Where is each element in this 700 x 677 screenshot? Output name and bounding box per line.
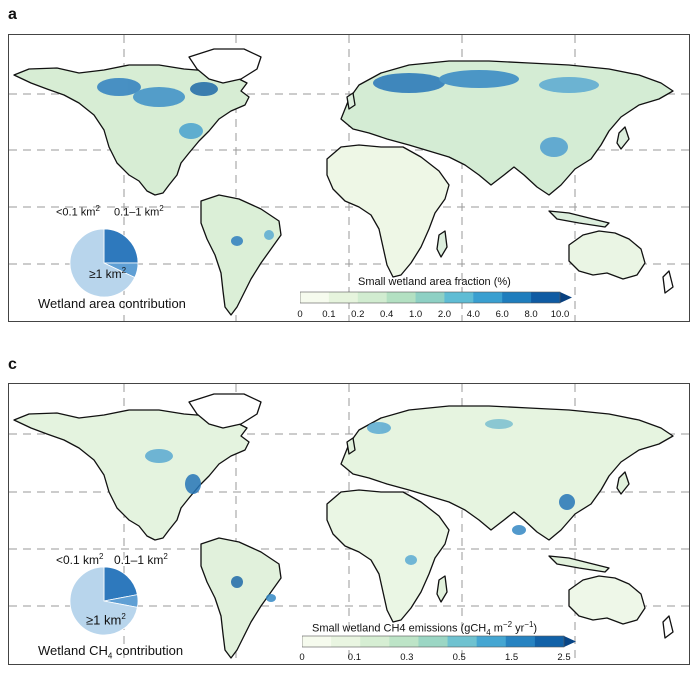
panel-c-pie-caption: Wetland CH4 contribution (38, 643, 184, 661)
colorbar-cell-1 (328, 292, 359, 303)
australia (568, 575, 646, 625)
panel-a-pie-caption: Wetland area contribution (38, 296, 186, 311)
colorbar-tick-label: 0.1 (347, 652, 361, 663)
colorbar-cell-6 (476, 636, 507, 647)
colorbar-cell-4 (415, 292, 445, 303)
colorbar-cell-5 (447, 636, 478, 647)
colorbar-tick-label: 0.5 (452, 652, 466, 663)
japan (616, 471, 630, 495)
colorbar-tick-label: 0 (297, 309, 303, 320)
uk (346, 92, 356, 110)
australia (568, 230, 646, 280)
panel-c-colorbar-ticks: 0 0.1 0.3 0.5 1.5 2.5 (299, 652, 570, 664)
colorbar-cell-7 (505, 636, 536, 647)
continents (13, 48, 674, 316)
south-america (200, 537, 282, 659)
indonesia (548, 210, 610, 228)
north-america (13, 409, 250, 541)
pie-slice-0 (103, 566, 138, 602)
greenland (188, 393, 262, 429)
greenland (188, 48, 262, 84)
panel-a-colorbar (300, 291, 572, 304)
panel-a-colorbar-ticks: 0 0.1 0.2 0.4 1.0 2.0 4.0 6.0 8.0 10.0 (297, 309, 569, 321)
panel-a-colorbar-title: Small wetland area fraction (%) (358, 276, 511, 288)
wetland-hotspots (97, 70, 599, 246)
indonesia (548, 555, 610, 573)
colorbar-tick-label: 6.0 (495, 309, 509, 320)
europe-asia (340, 405, 674, 541)
colorbar-outline (300, 291, 561, 304)
colorbar-tick-label: 2.0 (437, 309, 452, 320)
colorbar-tick-label: 10.0 (550, 309, 570, 320)
colorbar-cell-3 (389, 636, 419, 647)
colorbar-outline (302, 635, 565, 648)
colorbar-tick-label: 0 (299, 652, 305, 663)
colorbar-extend-arrow (560, 292, 572, 303)
madagascar (436, 230, 448, 258)
africa (326, 144, 450, 278)
panel-a-pie-label-large: ≥1 km2 (89, 266, 127, 281)
new-zealand (662, 615, 674, 639)
panel-c-pie-label-small: <0.1 km2 (56, 552, 104, 567)
colorbar-cell-6 (473, 292, 503, 303)
panel-c-colorbar-title: Small wetland CH4 emissions (gCH4 m−2 yr… (312, 620, 538, 637)
colorbar-cell-8 (534, 636, 565, 647)
panel-c-map-canvas (9, 384, 689, 664)
colorbar-tick-label: 0.2 (351, 309, 365, 320)
emission-hotspots (145, 419, 575, 602)
panel-a-pie-label-small: <0.1 km2 (56, 204, 100, 219)
south-america (200, 194, 282, 316)
colorbar-cell-3 (386, 292, 417, 303)
colorbar-tick-label: 4.0 (466, 309, 480, 320)
africa (326, 489, 450, 623)
colorbar-cell-2 (357, 292, 388, 303)
europe-asia (340, 60, 674, 196)
madagascar (436, 575, 448, 603)
colorbar-extend-arrow (564, 636, 576, 647)
colorbar-tick-label: 2.5 (557, 652, 571, 663)
colorbar-tick-label: 1.5 (504, 652, 519, 663)
panel-c-pie-label-large: ≥1 km2 (86, 612, 126, 628)
north-america (13, 64, 250, 196)
colorbar-cell-7 (502, 292, 532, 303)
colorbar-cell-1 (331, 636, 361, 647)
panel-c-pie-chart (69, 566, 139, 636)
pie-slice-2 (69, 228, 136, 298)
colorbar-tick-label: 0.1 (322, 309, 336, 320)
panel-a-map (8, 34, 690, 322)
uk (346, 437, 356, 455)
colorbar-cell-5 (444, 292, 474, 303)
colorbar-tick-label: 8.0 (524, 309, 538, 320)
colorbar-cell-8 (531, 292, 561, 303)
colorbar-tick-label: 0.3 (400, 652, 414, 663)
panel-a-pie-chart (69, 228, 139, 298)
panel-c-map (8, 383, 690, 665)
continents (13, 393, 674, 659)
japan (616, 126, 630, 150)
pie-slice-0 (103, 228, 139, 264)
colorbar-cell-2 (360, 636, 390, 647)
panel-c-colorbar (302, 635, 576, 648)
colorbar-cell-0 (300, 292, 330, 303)
colorbar-tick-label: 1.0 (408, 309, 423, 320)
pie-slice-2 (69, 566, 138, 636)
panel-a-pie-label-mid: 0.1–1 km2 (114, 204, 164, 219)
panel-c-letter: c (8, 356, 17, 373)
panel-c-pie-label-mid: 0.1–1 km2 (114, 552, 168, 567)
new-zealand (662, 270, 674, 294)
colorbar-cell-4 (418, 636, 449, 647)
panel-a-map-canvas (9, 35, 689, 321)
colorbar-cell-0 (302, 636, 332, 647)
colorbar-tick-label: 0.4 (380, 309, 394, 320)
panel-a-letter: a (8, 6, 17, 23)
